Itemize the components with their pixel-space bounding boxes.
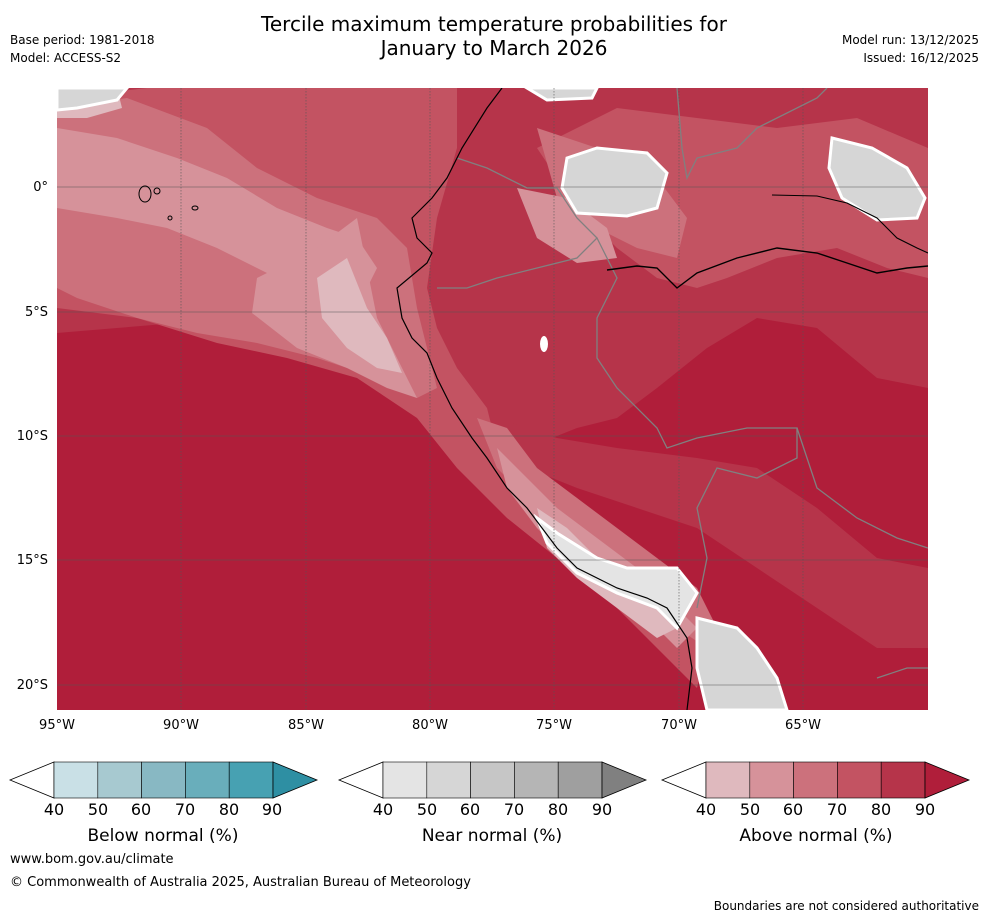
above-cb-segment [749, 761, 794, 799]
near-cb-segment [470, 761, 515, 799]
probability-map [55, 86, 929, 712]
cb1-tick-80: 80 [218, 800, 240, 819]
lon-tick-75w: 75°W [536, 718, 572, 733]
above-cb-segment [705, 761, 751, 799]
lon-tick-65w: 65°W [785, 718, 821, 733]
rio-negro [771, 194, 929, 254]
cb2-tick-80: 80 [547, 800, 569, 819]
above-normal-label: Above normal (%) [739, 826, 893, 846]
lat-tick-5s: 5°S [24, 305, 48, 320]
lat-tick-20s: 20°S [16, 678, 48, 693]
meta-left: Base period: 1981-2018 Model: ACCESS-S2 [10, 31, 155, 67]
cb2-tick-50: 50 [416, 800, 438, 819]
above-cb-segment [837, 761, 882, 799]
colorbars [8, 761, 971, 799]
near-normal-north [521, 86, 600, 102]
cb2-tick-90: 90 [591, 800, 613, 819]
below-cb-segment [185, 761, 230, 799]
cb1-tick-40: 40 [43, 800, 65, 819]
region-above-80-east [497, 418, 928, 648]
near-normal-altiplano [695, 616, 790, 712]
region-above-40 [317, 258, 402, 373]
lat-tick-10s: 10°S [16, 429, 48, 444]
cb3-tick-50: 50 [739, 800, 761, 819]
lon-tick-85w: 85°W [288, 718, 324, 733]
galapagos-islands [138, 185, 199, 221]
cb1-tick-50: 50 [87, 800, 109, 819]
cb2-tick-60: 60 [459, 800, 481, 819]
model-run: Model run: 13/12/2025 [841, 33, 979, 47]
below-cb-segment [141, 761, 186, 799]
below-cb-segment [228, 761, 274, 799]
cb2-tick-70: 70 [503, 800, 525, 819]
below-normal-label: Below normal (%) [87, 826, 239, 846]
meta-right: Model run: 13/12/2025 Issued: 16/12/2025 [842, 31, 979, 67]
above-cb-over [924, 761, 971, 799]
cb3-tick-80: 80 [870, 800, 892, 819]
title-line-1: Tercile maximum temperature probabilitie… [261, 12, 727, 36]
lon-tick-95w: 95°W [39, 718, 75, 733]
near-normal-label: Near normal (%) [421, 826, 563, 846]
cb3-tick-60: 60 [782, 800, 804, 819]
country-borders [437, 87, 929, 679]
title-line-2: January to March 2026 [380, 36, 608, 60]
coastline [396, 87, 693, 711]
lon-tick-80w: 80°W [412, 718, 448, 733]
lat-tick-0: 0° [33, 180, 48, 195]
lon-tick-70w: 70°W [661, 718, 697, 733]
near-normal-amazon-2 [827, 136, 927, 222]
map-canvas [55, 86, 929, 712]
near-cb-segment [426, 761, 471, 799]
cb1-tick-90: 90 [261, 800, 283, 819]
near-cb-segment [557, 761, 603, 799]
latitude-lines [57, 186, 928, 686]
near-normal-spot [540, 336, 548, 352]
below-cb-over [272, 761, 319, 799]
below-cb-under [8, 761, 55, 799]
near-cb-over [601, 761, 648, 799]
region-above-50-d [517, 188, 617, 263]
map-title: Tercile maximum temperature probabilitie… [0, 12, 988, 60]
lat-tick-15s: 15°S [16, 553, 48, 568]
above-cb-segment [793, 761, 838, 799]
near-normal-nw [55, 86, 131, 112]
lon-tick-90w: 90°W [163, 718, 199, 733]
region-above-50 [57, 128, 377, 298]
issued-date: Issued: 16/12/2025 [863, 51, 979, 65]
footer-url: www.bom.gov.au/climate [10, 852, 174, 867]
copyright: © Commonwealth of Australia 2025, Austra… [10, 875, 471, 890]
cb3-tick-40: 40 [695, 800, 717, 819]
near-normal-amazon-1 [560, 146, 669, 218]
near-cb-under [337, 761, 384, 799]
disclaimer: Boundaries are not considered authoritat… [713, 899, 979, 913]
near-normal-regions [55, 86, 927, 712]
above-cb-under [660, 761, 707, 799]
above-cb-segment [880, 761, 926, 799]
model-name: Model: ACCESS-S2 [10, 51, 122, 65]
near-normal-andes [533, 513, 699, 631]
below-cb-segment [97, 761, 142, 799]
cb1-tick-60: 60 [130, 800, 152, 819]
amazon-river [606, 247, 929, 289]
below-cb-segment [53, 761, 99, 799]
near-cb-segment [514, 761, 559, 799]
cb3-tick-90: 90 [914, 800, 936, 819]
cb3-tick-70: 70 [826, 800, 848, 819]
near-cb-segment [382, 761, 428, 799]
cb1-tick-70: 70 [174, 800, 196, 819]
cb2-tick-40: 40 [372, 800, 394, 819]
base-period: Base period: 1981-2018 [10, 33, 155, 47]
